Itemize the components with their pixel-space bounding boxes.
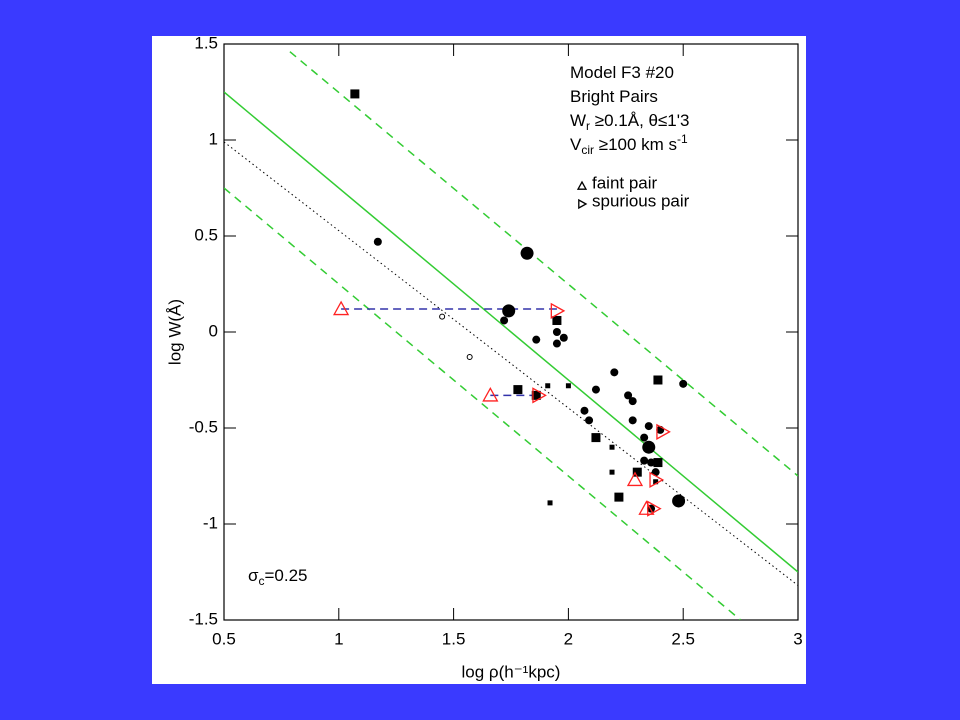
y-tick-label: 1	[209, 129, 218, 148]
point	[638, 500, 655, 515]
point	[545, 383, 551, 389]
point	[550, 302, 566, 319]
point	[640, 433, 649, 442]
x-tick-label: 2.5	[671, 629, 695, 648]
x-tick-label: 2	[564, 629, 573, 648]
annotation-part: V	[570, 135, 582, 154]
point	[609, 469, 615, 475]
point	[552, 328, 561, 336]
point	[531, 390, 541, 400]
y-tick-label: 1.5	[194, 33, 218, 52]
annotation-part: Model F3 #20	[570, 63, 674, 82]
point	[559, 333, 568, 342]
point	[576, 180, 588, 190]
sigma-label-part: σ	[248, 566, 259, 585]
point	[585, 416, 594, 425]
point	[632, 467, 642, 477]
annotation-part: cir	[581, 143, 594, 157]
point	[532, 387, 547, 404]
plot-area	[224, 51, 798, 620]
point	[373, 237, 382, 246]
annotation-part: ≥0.1Å, θ≤1'3	[590, 111, 689, 130]
point	[647, 500, 662, 517]
point	[552, 339, 561, 348]
point	[656, 423, 671, 440]
point	[502, 304, 516, 318]
annotation-part: r	[586, 119, 590, 133]
point	[649, 471, 664, 488]
point	[672, 494, 686, 508]
panel	[152, 36, 806, 684]
annotation-part: Bright Pairs	[570, 87, 658, 106]
annotation: Vcir ≥100 km s-1	[570, 132, 688, 157]
annotation: Wr ≥0.1Å, θ≤1'3	[570, 111, 689, 133]
sigma-label: σc=0.25	[248, 566, 308, 588]
legend-label: spurious pair	[592, 191, 690, 210]
y-tick-label: -1.5	[189, 609, 218, 628]
point	[609, 444, 615, 450]
point	[626, 471, 644, 487]
x-tick-label: 0.5	[212, 629, 236, 648]
y-tick-label: 0.5	[194, 225, 218, 244]
point	[614, 492, 624, 502]
point	[482, 387, 499, 402]
point	[647, 458, 656, 467]
point	[653, 458, 663, 468]
annotation: Model F3 #20	[570, 63, 674, 82]
point	[591, 385, 600, 394]
y-tick-label: -0.5	[189, 417, 218, 436]
line	[224, 91, 798, 573]
sigma-label-part: =0.25	[265, 566, 308, 585]
point	[565, 383, 571, 389]
point	[520, 246, 534, 260]
legend-label: faint pair	[592, 173, 658, 192]
line	[224, 187, 742, 620]
x-tick-label: 1	[334, 629, 343, 648]
sigma-label-part: c	[259, 574, 265, 588]
point	[642, 440, 656, 454]
line	[224, 141, 798, 586]
point	[679, 379, 688, 388]
point	[653, 479, 659, 485]
point	[610, 368, 619, 377]
point	[640, 456, 649, 465]
point	[624, 391, 633, 400]
annotation: Bright Pairs	[570, 87, 658, 106]
line	[289, 51, 798, 477]
y-axis-label: log W(Å)	[165, 299, 184, 365]
point	[513, 385, 523, 395]
point	[466, 353, 473, 360]
point	[591, 433, 601, 443]
point	[547, 500, 553, 506]
point	[532, 335, 541, 344]
point	[350, 89, 360, 99]
x-axis-label: log ρ(h⁻¹kpc)	[462, 662, 561, 681]
annotation-part: -1	[677, 132, 688, 146]
point	[628, 397, 637, 406]
point	[578, 198, 588, 210]
point	[628, 416, 637, 425]
y-tick-label: 0	[209, 321, 218, 340]
point	[439, 313, 446, 320]
y-tick-label: -1	[203, 513, 218, 532]
x-tick-label: 1.5	[442, 629, 466, 648]
point	[552, 315, 562, 325]
annotation-part: ≥100 km s	[594, 135, 677, 154]
point	[644, 422, 653, 431]
annotation-part: W	[570, 111, 586, 130]
point	[500, 316, 509, 325]
point	[332, 300, 350, 316]
x-tick-label: 3	[793, 629, 802, 648]
point	[653, 375, 663, 385]
point	[580, 406, 589, 415]
